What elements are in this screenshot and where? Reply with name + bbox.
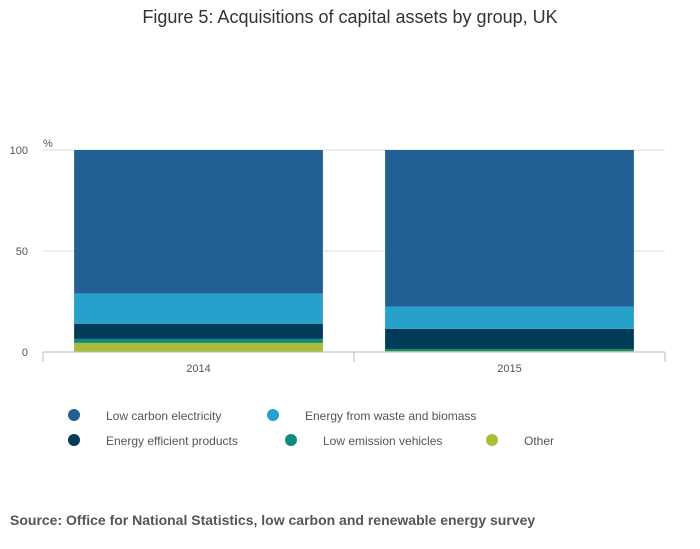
bar-segment-2014-energy-from-waste-and-biomass <box>74 293 323 324</box>
bars <box>74 150 634 352</box>
bar-segment-2015-energy-from-waste-and-biomass <box>385 306 634 329</box>
legend-label: Low carbon electricity <box>106 409 221 423</box>
bar-segment-2014-low-emission-vehicles <box>74 338 323 343</box>
bar-segment-2015-low-carbon-electricity <box>385 150 634 307</box>
legend-swatch <box>267 409 279 421</box>
legend-label: Other <box>524 434 554 448</box>
legend-swatch <box>68 409 80 421</box>
legend-label: Energy efficient products <box>106 434 238 448</box>
y-axis-label: % <box>43 138 53 150</box>
y-tick-label: 100 <box>10 145 28 157</box>
bar-segment-2015-other <box>385 350 634 352</box>
legend-swatch <box>68 434 80 446</box>
bar-segment-2014-other <box>74 342 323 352</box>
legend-swatch <box>285 434 297 446</box>
axes: 0 50 100% 2014 2015 <box>10 138 666 375</box>
legend-label: Energy from waste and biomass <box>305 409 476 423</box>
bar-segment-2014-low-carbon-electricity <box>74 150 323 294</box>
bar-segment-2015-energy-efficient-products <box>385 328 634 349</box>
bar-segment-2014-energy-efficient-products <box>74 323 323 339</box>
chart-title: Figure 5: Acquisitions of capital assets… <box>142 7 558 27</box>
bar-segment-2015-low-emission-vehicles <box>385 348 634 351</box>
legend-label: Low emission vehicles <box>323 434 442 448</box>
legend: Low carbon electricity Energy from waste … <box>68 409 554 448</box>
y-tick-label: 50 <box>16 246 28 258</box>
x-tick-label: 2015 <box>497 363 521 375</box>
y-tick-label: 0 <box>22 347 28 359</box>
x-tick-label: 2014 <box>186 363 210 375</box>
legend-swatch <box>486 434 498 446</box>
source-note: Source: Office for National Statistics, … <box>10 512 536 528</box>
